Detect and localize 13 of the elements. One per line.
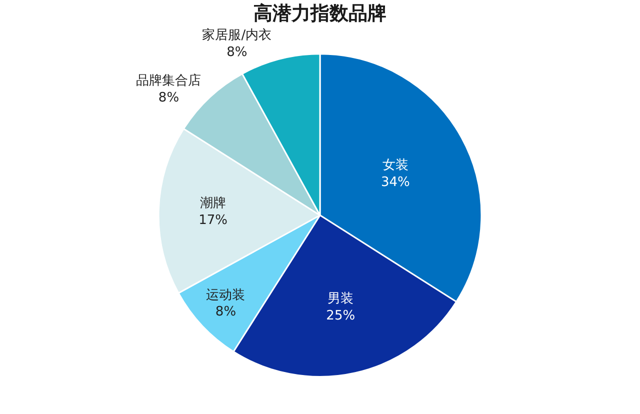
slice-label: 潮牌 — [200, 196, 226, 211]
slice-label: 运动装 — [206, 288, 246, 303]
data-label: 17% — [198, 212, 228, 228]
slice-label: 家居服/内衣 — [202, 27, 272, 44]
chart-title: 高潜力指数品牌 — [254, 2, 386, 25]
slice-label: 男装 — [328, 292, 354, 307]
data-label: 8% — [158, 90, 180, 106]
data-label: 8% — [215, 304, 236, 320]
data-label: 25% — [326, 308, 356, 324]
slice-label: 品牌集合店 — [136, 72, 202, 88]
data-label: 34% — [380, 174, 410, 190]
data-label: 8% — [226, 44, 248, 60]
slice-label: 女装 — [382, 158, 408, 173]
